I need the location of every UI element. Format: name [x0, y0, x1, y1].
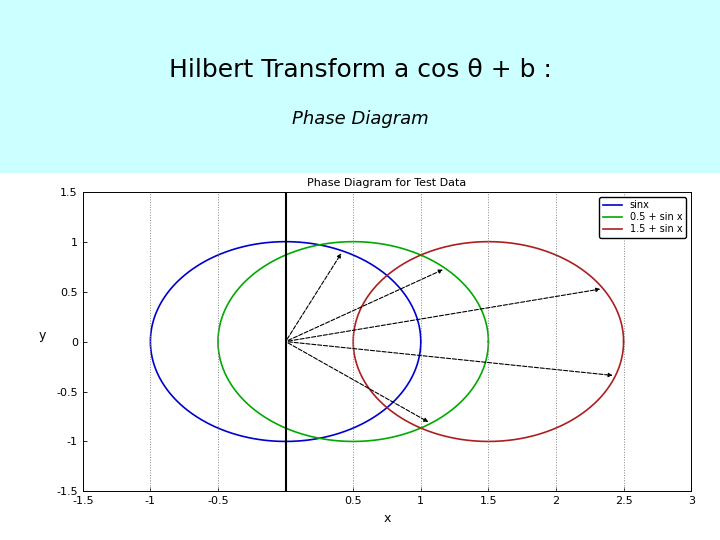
- sinx: [281, 239, 289, 245]
- 1.5 + sin x: [511, 436, 520, 443]
- 1.5 + sin x: [433, 431, 441, 437]
- Line: 0.5 + sin x: 0.5 + sin x: [218, 242, 488, 441]
- sinx: [169, 282, 178, 289]
- sinx: [390, 279, 398, 285]
- 1.5 + sin x: [484, 438, 492, 444]
- sinx: [323, 434, 331, 440]
- Line: 1.5 + sin x: 1.5 + sin x: [354, 242, 624, 441]
- Y-axis label: y: y: [39, 328, 46, 342]
- 0.5 + sin x: [237, 282, 246, 289]
- 1.5 + sin x: [358, 302, 366, 309]
- Title: Phase Diagram for Test Data: Phase Diagram for Test Data: [307, 178, 467, 188]
- 0.5 + sin x: [297, 431, 306, 437]
- sinx: [281, 438, 289, 444]
- 1.5 + sin x: [526, 434, 534, 440]
- X-axis label: x: x: [383, 512, 391, 525]
- Legend: sinx, 0.5 + sin x, 1.5 + sin x: sinx, 0.5 + sin x, 1.5 + sin x: [599, 197, 686, 238]
- Text: Phase Diagram: Phase Diagram: [292, 110, 428, 128]
- 1.5 + sin x: [593, 279, 601, 285]
- Text: Hilbert Transform a cos θ + b :: Hilbert Transform a cos θ + b :: [168, 58, 552, 82]
- 0.5 + sin x: [484, 338, 492, 345]
- 0.5 + sin x: [348, 438, 357, 444]
- 1.5 + sin x: [619, 338, 628, 345]
- sinx: [416, 338, 425, 345]
- sinx: [416, 338, 425, 345]
- 1.5 + sin x: [619, 338, 628, 345]
- 1.5 + sin x: [484, 239, 492, 245]
- 1.5 + sin x: [372, 282, 381, 289]
- 0.5 + sin x: [222, 302, 231, 309]
- sinx: [155, 302, 163, 309]
- 0.5 + sin x: [376, 436, 384, 443]
- 0.5 + sin x: [390, 434, 399, 440]
- sinx: [230, 431, 238, 437]
- 0.5 + sin x: [484, 338, 492, 345]
- sinx: [308, 436, 317, 443]
- 0.5 + sin x: [457, 279, 466, 285]
- 0.5 + sin x: [348, 239, 357, 245]
- Line: sinx: sinx: [150, 242, 420, 441]
